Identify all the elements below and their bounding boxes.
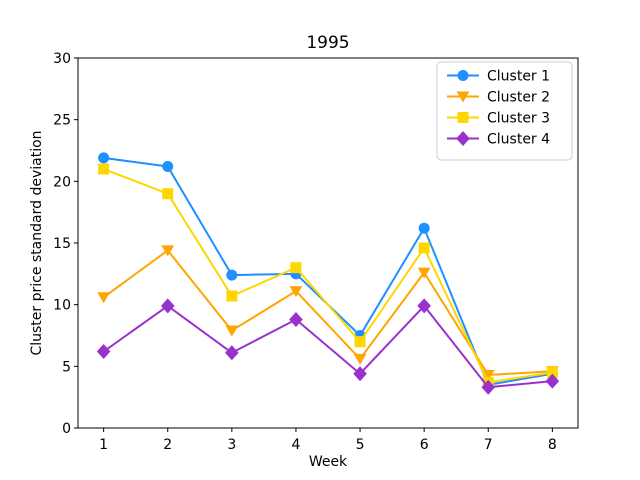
legend-label: Cluster 3 [487,111,550,127]
data-point-marker [97,292,111,304]
data-point-marker [226,290,238,302]
legend-sample-marker [457,70,469,81]
legend-label: Cluster 2 [487,90,550,106]
x-tick-label: 1 [99,437,108,453]
series-cluster-4 [96,298,560,395]
data-point-marker [289,311,303,327]
data-point-marker [353,353,367,365]
data-point-marker [354,336,366,348]
y-axis-label: Cluster price standard deviation [29,130,45,355]
legend-item: Cluster 1 [447,69,550,85]
chart-title: 1995 [306,33,349,53]
x-tick-label: 8 [548,437,557,453]
data-point-marker [418,242,430,254]
x-tick-label: 4 [291,437,300,453]
x-tick-label: 3 [227,437,236,453]
legend-sample-marker [457,112,469,123]
y-tick-label: 5 [62,359,71,375]
data-point-marker [96,344,111,360]
legend-item: Cluster 2 [447,90,550,106]
x-tick-label: 7 [484,437,493,453]
data-point-marker [546,367,558,378]
data-point-marker [418,222,430,234]
data-point-marker [226,269,238,281]
series-cluster-1 [98,152,558,391]
legend-sample-marker [456,91,470,103]
legend-item: Cluster 3 [447,111,550,127]
y-tick-label: 0 [62,421,71,437]
y-tick-label: 10 [53,298,71,314]
data-point-marker [417,298,431,314]
legend-item: Cluster 4 [447,131,550,148]
x-axis-label: Week [309,454,348,470]
y-tick-label: 25 [53,113,71,129]
x-tick-label: 6 [420,437,429,453]
data-point-marker [481,369,495,381]
data-point-marker [161,245,175,257]
data-point-marker [289,286,303,298]
y-tick-label: 30 [53,51,71,67]
legend-label: Cluster 1 [487,69,550,85]
data-point-marker [353,366,367,382]
series-line [102,249,554,376]
data-point-marker [481,379,496,395]
data-point-marker [162,188,174,200]
data-point-marker [160,298,175,314]
y-tick-label: 15 [53,236,71,252]
data-point-marker [162,161,174,173]
legend: Cluster 1 Cluster 2 Cluster 3 Cluster 4 [436,61,573,161]
data-point-marker [98,152,110,164]
x-tick-label: 5 [356,437,365,453]
data-point-marker [225,345,239,361]
series-line [102,168,554,384]
data-point-marker [290,262,302,274]
data-point-marker [417,267,431,279]
data-point-marker [545,373,560,389]
data-point-marker [98,163,110,175]
legend-sample-marker [456,131,470,146]
series-cluster-2 [97,245,559,381]
data-point-marker [225,325,239,337]
plot-area: 1 2 3 4 5 6 7 8 0 5 10 15 20 25 30 [53,51,579,453]
legend-label: Cluster 4 [487,132,550,148]
y-tick-label: 20 [53,174,71,190]
legend-box [436,61,573,161]
x-tick-label: 2 [163,437,172,453]
series-line [102,304,554,389]
series-cluster-3 [98,163,558,388]
